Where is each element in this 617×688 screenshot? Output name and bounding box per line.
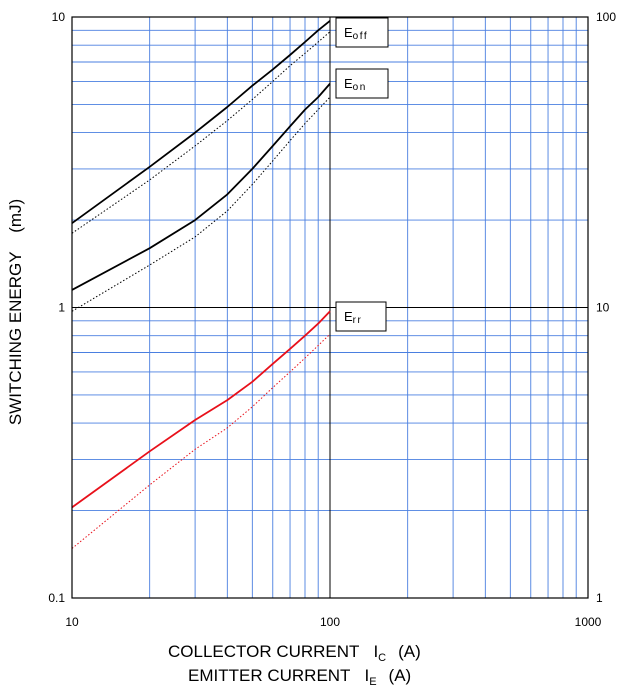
series-line-eon-dotted	[71, 96, 331, 312]
label-err-box	[335, 301, 387, 332]
major-gridlines	[72, 17, 588, 598]
series-layer	[71, 20, 331, 549]
label-err-sub: rr	[353, 315, 363, 326]
x-tick-label: 1000	[575, 615, 602, 629]
label-err: Err	[335, 301, 387, 332]
tick-labels: 10 100 1000 0.1 1 10 1 10 100	[48, 10, 616, 629]
label-eon: Eon	[335, 68, 389, 99]
x-tick-label: 10	[65, 615, 79, 629]
series-line-eoff-dotted	[71, 31, 331, 234]
x-axis-title-line1-sub: C	[378, 652, 386, 664]
x-axis-title-line2-sym: I	[364, 666, 369, 685]
x-axis-title-line2-sub: E	[369, 676, 376, 688]
series-line-eoff-solid	[71, 20, 331, 224]
x-axis-title-line1: COLLECTOR CURRENT IC (A)	[168, 642, 421, 664]
label-eon-box	[335, 68, 389, 99]
x-tick-label: 100	[320, 615, 340, 629]
x-axis-title-line2-main: EMITTER CURRENT	[188, 666, 350, 685]
label-eoff-main: E	[344, 25, 353, 40]
label-eon-main: E	[344, 76, 353, 91]
x-axis-title-line1-sym: I	[373, 642, 378, 661]
y-tick-label: 0.1	[48, 591, 65, 605]
y2-tick-label: 100	[596, 10, 616, 24]
svg-text:Eoff: Eoff	[344, 25, 368, 42]
series-line-err-solid	[71, 310, 331, 509]
x-axis-title-line2: EMITTER CURRENT IE (A)	[188, 666, 411, 688]
label-eon-sub: on	[353, 82, 367, 93]
x-axis-title-line2-unit: (A)	[389, 666, 412, 685]
x-axis-title-line1-main: COLLECTOR CURRENT	[168, 642, 359, 661]
svg-text:Err: Err	[344, 309, 362, 326]
y-tick-label: 10	[52, 10, 66, 24]
y2-tick-label: 1	[596, 591, 603, 605]
x-axis-title-line1-unit: (A)	[398, 642, 421, 661]
y-axis-title: SWITCHING ENERGY (mJ)	[6, 199, 25, 425]
y2-tick-label: 10	[596, 301, 610, 315]
series-line-eon-solid	[71, 83, 331, 291]
y-tick-label: 1	[58, 301, 65, 315]
svg-text:Eon: Eon	[344, 76, 367, 93]
label-err-main: E	[344, 309, 353, 324]
label-eoff-box	[335, 17, 389, 48]
label-eoff: Eoff	[335, 17, 389, 48]
label-eoff-sub: off	[353, 31, 368, 42]
plot-frame	[71, 16, 589, 599]
